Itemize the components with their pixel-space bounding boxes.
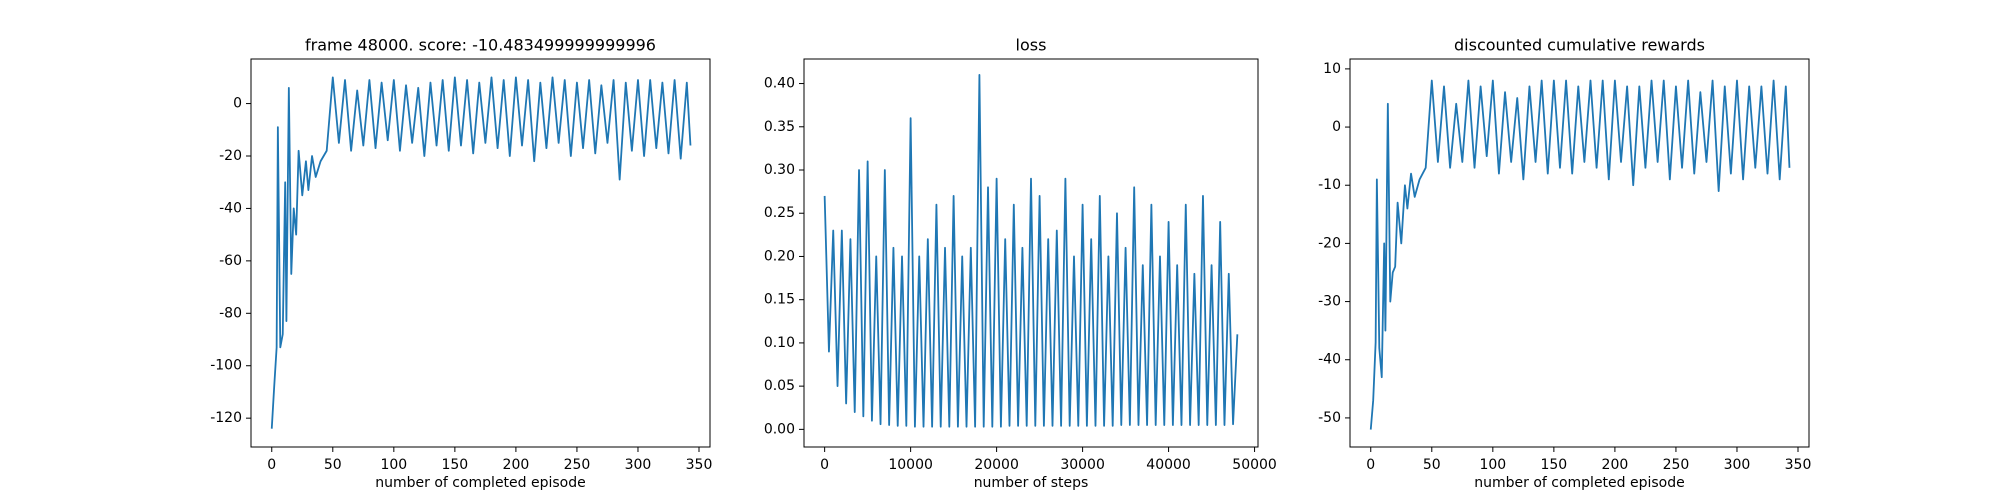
x-tick-label: 50000 bbox=[1232, 457, 1277, 473]
x-axis-label: number of completed episode bbox=[375, 475, 586, 491]
y-tick-label: -30 bbox=[1318, 294, 1341, 310]
x-tick-label: 150 bbox=[441, 457, 468, 473]
x-tick-label: 50 bbox=[1423, 457, 1441, 473]
y-tick-label: -120 bbox=[210, 410, 242, 426]
y-tick-label: -40 bbox=[219, 200, 242, 216]
x-axis-label: number of steps bbox=[974, 475, 1089, 491]
x-tick-label: 350 bbox=[1785, 457, 1812, 473]
y-tick-label: 0.05 bbox=[764, 378, 795, 394]
x-tick-label: 10000 bbox=[888, 457, 933, 473]
x-tick-label: 0 bbox=[820, 457, 829, 473]
y-tick-label: -50 bbox=[1318, 410, 1341, 426]
chart-title: frame 48000. score: -10.483499999999996 bbox=[305, 36, 656, 55]
x-tick-label: 50 bbox=[324, 457, 342, 473]
chart-title: loss bbox=[1016, 36, 1047, 55]
x-tick-label: 100 bbox=[380, 457, 407, 473]
y-tick-label: 0.25 bbox=[764, 205, 795, 221]
y-tick-label: 10 bbox=[1323, 61, 1341, 77]
data-line bbox=[1369, 79, 1791, 430]
x-tick-label: 250 bbox=[564, 457, 591, 473]
y-tick-label: -10 bbox=[1318, 177, 1341, 193]
y-tick-label: -40 bbox=[1318, 352, 1341, 368]
y-tick-label: -20 bbox=[219, 148, 242, 164]
y-tick-label: 0.15 bbox=[764, 292, 795, 308]
y-tick-label: 0.00 bbox=[764, 421, 795, 437]
x-axis-label: number of completed episode bbox=[1474, 475, 1685, 491]
axes-frame bbox=[250, 58, 711, 448]
y-tick-label: -100 bbox=[210, 358, 242, 374]
x-tick-label: 0 bbox=[1366, 457, 1375, 473]
x-tick-label: 150 bbox=[1540, 457, 1567, 473]
y-tick-label: 0 bbox=[1332, 119, 1341, 135]
x-tick-label: 30000 bbox=[1060, 457, 1105, 473]
x-tick-label: 100 bbox=[1479, 457, 1506, 473]
x-tick-label: 200 bbox=[503, 457, 530, 473]
x-tick-label: 20000 bbox=[974, 457, 1019, 473]
data-line bbox=[270, 76, 692, 429]
y-tick-label: 0.35 bbox=[764, 119, 795, 135]
x-tick-label: 300 bbox=[1724, 457, 1751, 473]
y-tick-label: -60 bbox=[219, 253, 242, 269]
x-tick-label: 250 bbox=[1663, 457, 1690, 473]
y-tick-label: 0 bbox=[233, 96, 242, 112]
x-tick-label: 300 bbox=[625, 457, 652, 473]
x-tick-label: 40000 bbox=[1146, 457, 1191, 473]
y-tick-label: -20 bbox=[1318, 235, 1341, 251]
x-tick-label: 350 bbox=[686, 457, 713, 473]
x-tick-label: 0 bbox=[267, 457, 276, 473]
y-tick-label: -80 bbox=[219, 305, 242, 321]
y-tick-label: 0.20 bbox=[764, 248, 795, 264]
y-tick-label: 0.10 bbox=[764, 335, 795, 351]
axes-frame bbox=[803, 58, 1259, 448]
y-tick-label: 0.40 bbox=[764, 76, 795, 92]
data-line bbox=[823, 74, 1239, 428]
chart-title: discounted cumulative rewards bbox=[1454, 36, 1705, 55]
y-tick-label: 0.30 bbox=[764, 162, 795, 178]
axes-frame bbox=[1349, 58, 1810, 448]
x-tick-label: 200 bbox=[1602, 457, 1629, 473]
